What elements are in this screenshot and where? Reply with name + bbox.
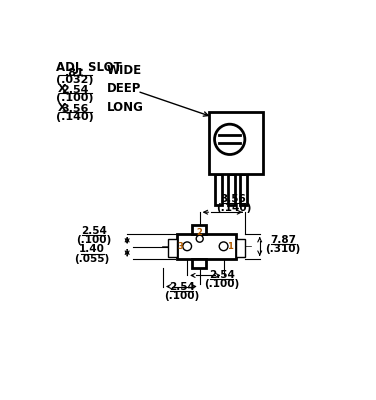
Text: .81: .81 bbox=[65, 68, 85, 78]
Text: 1: 1 bbox=[227, 242, 233, 251]
Text: (.140): (.140) bbox=[56, 112, 94, 122]
Text: (.140): (.140) bbox=[216, 203, 251, 213]
Bar bbox=[228, 174, 235, 205]
Text: (.032): (.032) bbox=[56, 75, 93, 85]
Text: (.310): (.310) bbox=[265, 244, 301, 254]
Text: (.100): (.100) bbox=[56, 93, 93, 103]
Bar bbox=[177, 234, 237, 259]
Text: (.100): (.100) bbox=[204, 279, 240, 289]
Text: 1.40: 1.40 bbox=[79, 244, 105, 254]
Text: X: X bbox=[58, 102, 67, 112]
Text: 2.54: 2.54 bbox=[169, 282, 194, 292]
Text: X: X bbox=[58, 84, 67, 94]
Bar bbox=[209, 112, 262, 174]
Text: ADJ. SLOT: ADJ. SLOT bbox=[56, 61, 121, 74]
Text: (.100): (.100) bbox=[164, 291, 199, 301]
Text: 2: 2 bbox=[197, 228, 203, 237]
Text: 3: 3 bbox=[177, 242, 183, 251]
Text: 2.54: 2.54 bbox=[209, 270, 235, 280]
Text: WIDE: WIDE bbox=[107, 64, 142, 77]
Text: DEEP: DEEP bbox=[107, 82, 141, 95]
Bar bbox=[215, 174, 222, 205]
Circle shape bbox=[215, 124, 245, 154]
Text: (.100): (.100) bbox=[76, 236, 111, 246]
Text: 3.56: 3.56 bbox=[221, 194, 246, 204]
Text: 7.87: 7.87 bbox=[270, 235, 296, 245]
Bar bbox=[192, 259, 206, 268]
Text: 2.54: 2.54 bbox=[81, 226, 106, 236]
Circle shape bbox=[196, 235, 203, 242]
Bar bbox=[237, 239, 245, 257]
Circle shape bbox=[219, 242, 228, 251]
Bar bbox=[192, 225, 206, 234]
Text: (.055): (.055) bbox=[74, 254, 110, 264]
Text: 3.56: 3.56 bbox=[61, 104, 88, 114]
Circle shape bbox=[183, 242, 191, 251]
Bar bbox=[240, 174, 247, 205]
Bar bbox=[168, 239, 177, 257]
Text: 2.54: 2.54 bbox=[61, 86, 88, 96]
Text: LONG: LONG bbox=[107, 101, 144, 114]
